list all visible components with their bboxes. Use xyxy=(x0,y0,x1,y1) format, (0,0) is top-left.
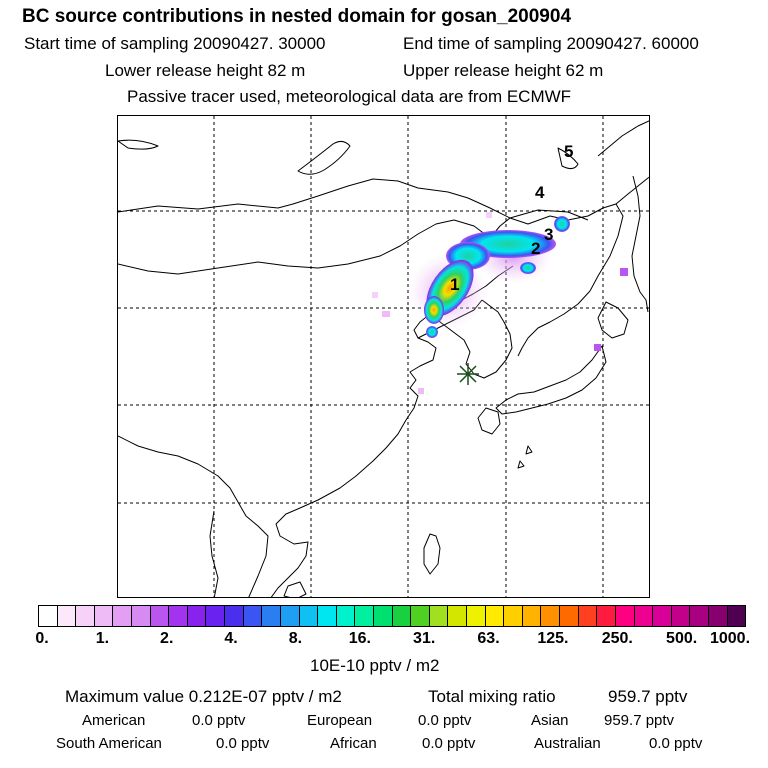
region-value: 0.0 pptv xyxy=(192,712,246,729)
colorbar-swatch xyxy=(727,606,746,626)
region-name: South American xyxy=(56,735,162,752)
colorbar-swatch xyxy=(113,606,133,626)
total-mixing-value: 959.7 pptv xyxy=(608,687,688,706)
map-canvas: 1 2 3 4 5 xyxy=(118,116,649,597)
region-value: 0.0 pptv xyxy=(418,712,472,729)
colorbar-swatch xyxy=(206,606,226,626)
total-mixing-label: Total mixing ratio xyxy=(428,687,556,706)
colorbar-swatch xyxy=(355,606,374,626)
colorbar-swatch xyxy=(485,606,505,626)
source-marker-4: 4 xyxy=(535,183,545,202)
colorbar-swatch xyxy=(429,606,449,626)
region-name: European xyxy=(307,712,373,729)
receptor-star-icon xyxy=(457,363,479,385)
upper-release-label: Upper release height 62 m xyxy=(403,61,604,80)
colorbar-swatch xyxy=(690,606,709,626)
colorbar-swatch xyxy=(336,606,356,626)
colorbar-tick-label: 1. xyxy=(95,630,110,647)
colorbar-swatch xyxy=(299,606,319,626)
colorbar-swatch xyxy=(187,606,207,626)
colorbar-swatch xyxy=(708,606,728,626)
source-marker-1: 1 xyxy=(450,275,459,294)
colorbar-tick-label: 2. xyxy=(160,630,174,647)
colorbar-tick-label: 31. xyxy=(413,630,436,647)
region-value: 0.0 pptv xyxy=(649,735,703,752)
source-marker-3: 3 xyxy=(544,225,553,244)
colorbar-swatch xyxy=(541,606,561,626)
colorbar-swatch xyxy=(653,606,672,626)
tracer-note: Passive tracer used, meteorological data… xyxy=(127,87,572,106)
colorbar-swatch xyxy=(522,606,542,626)
colorbar-swatch xyxy=(671,606,691,626)
concentration-plume xyxy=(372,212,628,394)
colorbar xyxy=(38,605,746,627)
colorbar-tick-label: 8. xyxy=(288,630,303,647)
region-name: Asian xyxy=(531,712,569,729)
region-value: 0.0 pptv xyxy=(422,735,476,752)
colorbar-swatch xyxy=(243,606,263,626)
colorbar-swatch xyxy=(318,606,337,626)
colorbar-swatch xyxy=(467,606,486,626)
source-marker-2: 2 xyxy=(531,239,540,258)
map-panel: 1 2 3 4 5 xyxy=(117,115,650,598)
region-name: American xyxy=(82,712,146,729)
colorbar-tick-label: 1000. xyxy=(709,630,751,647)
colorbar-swatch xyxy=(560,606,579,626)
lower-release-label: Lower release height 82 m xyxy=(105,61,306,80)
start-time-label: Start time of sampling 20090427. 30000 xyxy=(24,34,326,53)
colorbar-swatch xyxy=(94,606,114,626)
colorbar-units: 10E-10 pptv / m2 xyxy=(310,656,440,675)
colorbar-swatch xyxy=(411,606,430,626)
colorbar-swatch xyxy=(280,606,300,626)
colorbar-tick-label: 16. xyxy=(348,630,371,647)
maximum-value: Maximum value 0.212E-07 pptv / m2 xyxy=(65,687,342,706)
region-value: 0.0 pptv xyxy=(216,735,270,752)
colorbar-swatch xyxy=(578,606,598,626)
colorbar-tick-label: 4. xyxy=(224,630,238,647)
colorbar-swatch xyxy=(76,606,95,626)
colorbar-swatch xyxy=(615,606,635,626)
region-name: Australian xyxy=(534,735,601,752)
colorbar-swatch xyxy=(57,606,77,626)
colorbar-tick-label: 500. xyxy=(666,630,698,647)
lat-lon-grid xyxy=(118,116,649,597)
colorbar-swatch xyxy=(373,606,393,626)
colorbar-swatch xyxy=(634,606,654,626)
colorbar-swatch xyxy=(150,606,170,626)
colorbar-swatch xyxy=(392,606,412,626)
colorbar-swatch xyxy=(262,606,281,626)
colorbar-tick-label: 63. xyxy=(477,630,500,647)
colorbar-tick-label: 125. xyxy=(537,630,569,647)
region-name: African xyxy=(330,735,377,752)
coastlines xyxy=(118,120,649,597)
colorbar-swatch xyxy=(448,606,468,626)
colorbar-tick-label: 250. xyxy=(601,630,633,647)
colorbar-swatch xyxy=(504,606,523,626)
map-title: BC source contributions in nested domain… xyxy=(22,6,572,27)
colorbar-swatch xyxy=(39,606,58,626)
colorbar-swatch xyxy=(597,606,616,626)
colorbar-swatch xyxy=(225,606,244,626)
end-time-label: End time of sampling 20090427. 60000 xyxy=(403,34,699,53)
colorbar-tick-label: 0. xyxy=(35,630,49,647)
region-value: 959.7 pptv xyxy=(604,712,675,729)
colorbar-swatch xyxy=(132,606,151,626)
colorbar-swatch xyxy=(169,606,188,626)
source-marker-5: 5 xyxy=(564,142,573,161)
